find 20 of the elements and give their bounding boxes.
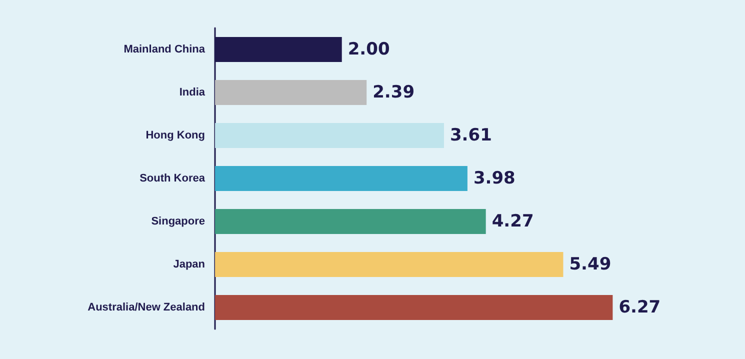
y-tick-label: Japan <box>173 258 206 270</box>
bar <box>215 123 444 148</box>
y-tick-label: Singapore <box>151 216 205 228</box>
data-label: 6.27 <box>618 298 661 318</box>
y-tick-label: Mainland China <box>124 44 206 56</box>
bar <box>215 209 486 234</box>
y-tick-label: South Korea <box>140 172 206 184</box>
data-label: 2.00 <box>348 40 390 60</box>
data-label: 3.98 <box>473 168 516 188</box>
y-tick-label: Hong Kong <box>146 130 205 142</box>
bar <box>215 80 367 105</box>
data-label: 4.27 <box>492 212 534 232</box>
data-label: 5.49 <box>569 254 612 274</box>
data-label: 2.39 <box>372 82 415 102</box>
y-tick-label: India <box>179 86 206 98</box>
data-label: 3.61 <box>450 126 492 146</box>
y-tick-label: Australia/New Zealand <box>88 302 205 314</box>
bar <box>215 166 468 191</box>
bar <box>215 252 564 277</box>
bar <box>215 295 613 320</box>
